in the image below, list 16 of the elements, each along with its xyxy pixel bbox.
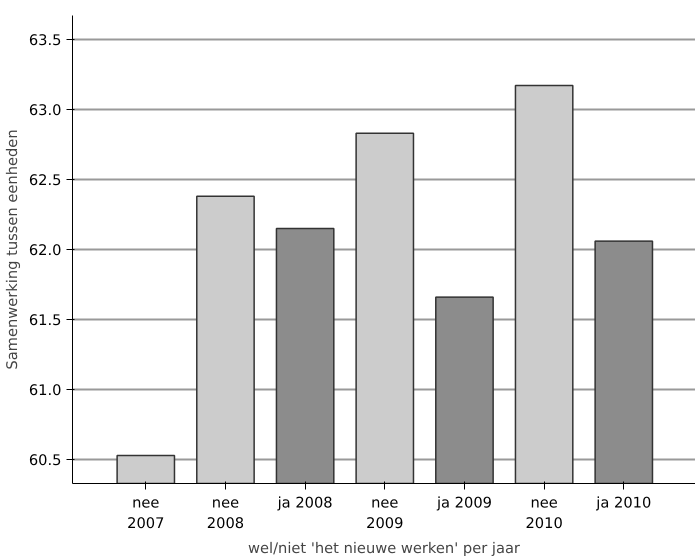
x-tick-label: nee 2007 <box>127 494 164 532</box>
x-tick-label: ja 2010 <box>595 494 652 512</box>
x-axis-title: wel/niet 'het nieuwe werken' per jaar <box>248 540 521 557</box>
y-axis-title: Samenwerking tussen eenheden <box>4 129 21 370</box>
x-tick-label: ja 2009 <box>436 494 492 512</box>
x-tick-label: ja 2008 <box>276 494 333 512</box>
y-tick-label: 60.5 <box>28 452 62 470</box>
x-tick-label: nee 2009 <box>366 494 404 532</box>
x-tick-label: nee 2010 <box>525 494 563 532</box>
y-tick-label: 63.0 <box>28 102 62 119</box>
y-tick-label: 62.0 <box>28 242 62 259</box>
y-tick-label: 61.0 <box>28 382 62 400</box>
y-tick-label: 63.5 <box>28 32 62 49</box>
y-tick-label: 62.5 <box>28 172 62 189</box>
x-tick-label: nee 2008 <box>206 494 244 532</box>
y-tick-label: 61.5 <box>28 312 62 330</box>
